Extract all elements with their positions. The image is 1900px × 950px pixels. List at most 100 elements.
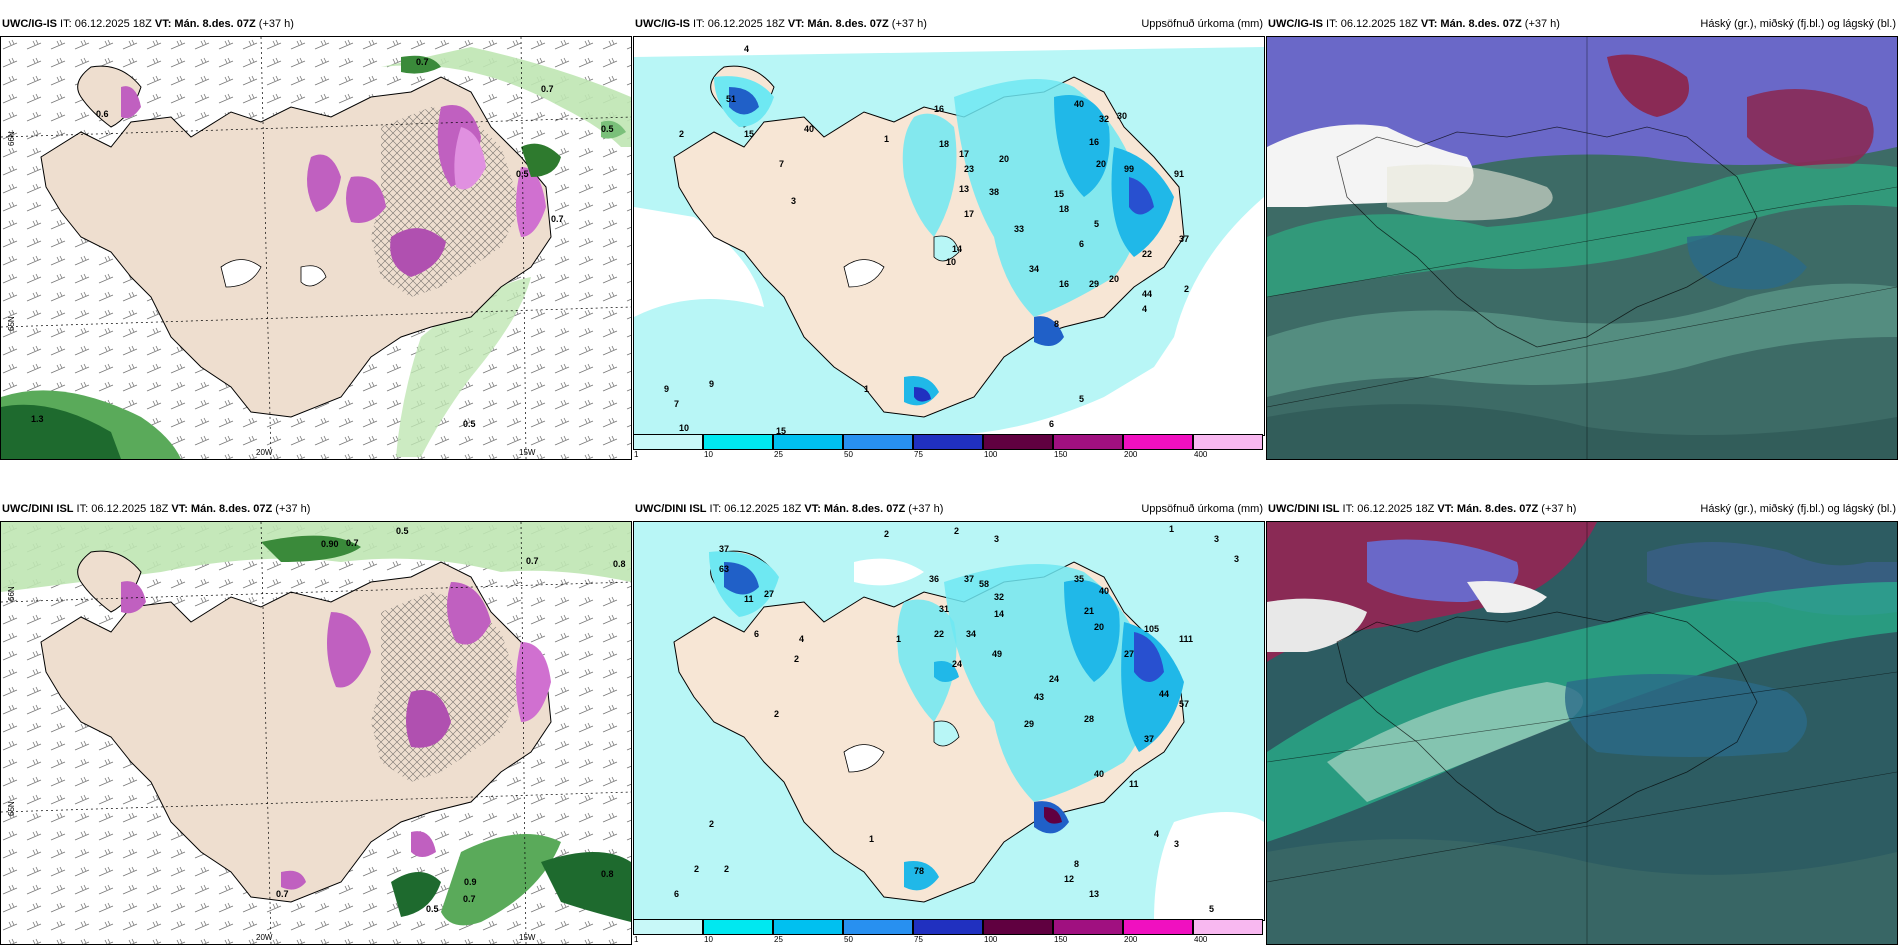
value-label: 7 — [674, 399, 679, 409]
colorbar-tick-label: 50 — [844, 450, 853, 459]
value-label: 15 — [744, 129, 754, 139]
value-label: 5 — [1209, 904, 1214, 914]
lat-label: 65N — [7, 316, 16, 331]
panel-header: UWC/IG-IS IT: 06.12.2025 18Z VT: Mán. 8.… — [1266, 12, 1898, 36]
init-time: IT: 06.12.2025 18Z — [1323, 18, 1421, 30]
value-label: 40 — [1074, 99, 1084, 109]
colorbar-segment — [913, 434, 983, 450]
value-label: 11 — [744, 594, 754, 604]
lead-time: (+37 h) — [888, 18, 927, 30]
value-label: 7 — [779, 159, 784, 169]
value-label: 12 — [1064, 874, 1074, 884]
value-label: 2 — [694, 864, 699, 874]
colorbar-tick-label: 200 — [1124, 450, 1138, 459]
value-label: 2 — [774, 709, 779, 719]
colorbar-segment — [773, 919, 843, 935]
value-label: 3 — [994, 534, 999, 544]
colorbar-segment — [1193, 919, 1263, 935]
value-label: 17 — [964, 209, 974, 219]
wind-map[interactable]: 66N 65N 20W 15W 0.90 0.7 0.5 0.8 0.7 0.9… — [0, 521, 632, 945]
value-label: 20 — [1109, 274, 1119, 284]
value-label: 3 — [1214, 534, 1219, 544]
lon-label: 20W — [256, 448, 273, 457]
colorbar-tick-label: 400 — [1194, 935, 1208, 944]
colorbar-segment — [983, 434, 1053, 450]
precip-map[interactable]: 4 2 51 15 40 7 3 1 16 18 17 23 13 17 38 … — [633, 36, 1265, 436]
value-label: 49 — [992, 649, 1002, 659]
value-label: 32 — [994, 592, 1004, 602]
wind-panel-row1: UWC/IG-IS IT: 06.12.2025 18Z VT: Mán. 8.… — [0, 12, 632, 460]
value-label: 4 — [1142, 304, 1147, 314]
value-label: 0.7 — [526, 556, 539, 566]
value-label: 30 — [1117, 111, 1127, 121]
value-label: 0.8 — [601, 869, 614, 879]
cloud-map[interactable] — [1266, 36, 1898, 460]
value-label: 57 — [1179, 699, 1189, 709]
colorbar-tick-label: 200 — [1124, 935, 1138, 944]
model-name: UWC/IG-IS — [1268, 18, 1323, 30]
value-label: 8 — [1074, 859, 1079, 869]
colorbar-tick-label: 1 — [634, 935, 639, 944]
valid-time: VT: Mán. 8.des. 07Z — [804, 503, 906, 515]
colorbar-segment — [913, 919, 983, 935]
panel-title: Uppsöfnuð úrkoma (mm) — [1141, 18, 1263, 30]
value-label: 21 — [1084, 606, 1094, 616]
colorbar-segment — [1193, 434, 1263, 450]
value-label: 58 — [979, 579, 989, 589]
value-label: 0.5 — [601, 124, 614, 134]
value-label: 40 — [1099, 586, 1109, 596]
value-label: 15 — [776, 426, 786, 435]
cloud-map[interactable] — [1266, 521, 1898, 945]
lead-time: (+37 h) — [255, 18, 294, 30]
value-label: 22 — [1142, 249, 1152, 259]
model-name: UWC/DINI ISL — [635, 503, 707, 515]
value-label: 44 — [1159, 689, 1169, 699]
init-time: IT: 06.12.2025 18Z — [706, 503, 805, 515]
value-label: 18 — [1059, 204, 1069, 214]
value-label: 0.90 — [321, 539, 339, 549]
lon-label: 20W — [256, 933, 273, 942]
colorbar-tick-label: 50 — [844, 935, 853, 944]
panel-header: UWC/DINI ISL IT: 06.12.2025 18Z VT: Mán.… — [0, 497, 632, 521]
init-time: IT: 06.12.2025 18Z — [57, 18, 155, 30]
value-label: 10 — [946, 257, 956, 267]
value-label: 36 — [929, 574, 939, 584]
value-label: 16 — [934, 104, 944, 114]
value-label: 51 — [726, 94, 736, 104]
precip-map[interactable]: 2 2 3 3 1 3 37 63 27 11 6 4 2 36 37 58 3… — [633, 521, 1265, 921]
value-label: 1 — [864, 384, 869, 394]
value-label: 29 — [1024, 719, 1034, 729]
value-label: 20 — [999, 154, 1009, 164]
panel-header: UWC/IG-IS IT: 06.12.2025 18Z VT: Mán. 8.… — [0, 12, 632, 36]
value-label: 13 — [959, 184, 969, 194]
wind-map[interactable]: 66N 65N 20W 15W 0.7 0.7 0.5 0.5 0.5 1.3 … — [0, 36, 632, 460]
model-name: UWC/IG-IS — [635, 18, 690, 30]
value-label: 37 — [1144, 734, 1154, 744]
value-label: 2 — [1184, 284, 1189, 294]
colorbar-tick-label: 150 — [1054, 935, 1068, 944]
value-label: 14 — [952, 244, 962, 254]
value-label: 10 — [679, 423, 689, 433]
value-label: 11 — [1129, 779, 1139, 789]
colorbar-tick-label: 25 — [774, 935, 783, 944]
init-time: IT: 06.12.2025 18Z — [1339, 503, 1438, 515]
valid-time: VT: Mán. 8.des. 07Z — [1437, 503, 1539, 515]
panel-header: UWC/DINI ISL IT: 06.12.2025 18Z VT: Mán.… — [633, 497, 1265, 521]
valid-time: VT: Mán. 8.des. 07Z — [1420, 18, 1522, 30]
value-label: 3 — [791, 196, 796, 206]
value-label: 9 — [664, 384, 669, 394]
value-label: 1 — [896, 634, 901, 644]
value-label: 23 — [964, 164, 974, 174]
value-label: 44 — [1142, 289, 1152, 299]
cloud-panel-row1: UWC/IG-IS IT: 06.12.2025 18Z VT: Mán. 8.… — [1266, 12, 1898, 460]
value-label: 24 — [952, 659, 962, 669]
value-label: 6 — [754, 629, 759, 639]
colorbar-tick-label: 400 — [1194, 450, 1208, 459]
value-label: 1 — [1169, 524, 1174, 534]
valid-time: VT: Mán. 8.des. 07Z — [171, 503, 273, 515]
value-label: 78 — [914, 866, 924, 876]
value-label: 2 — [724, 864, 729, 874]
colorbar-segment — [633, 919, 703, 935]
value-label: 111 — [1179, 634, 1193, 644]
value-label: 8 — [1054, 319, 1059, 329]
